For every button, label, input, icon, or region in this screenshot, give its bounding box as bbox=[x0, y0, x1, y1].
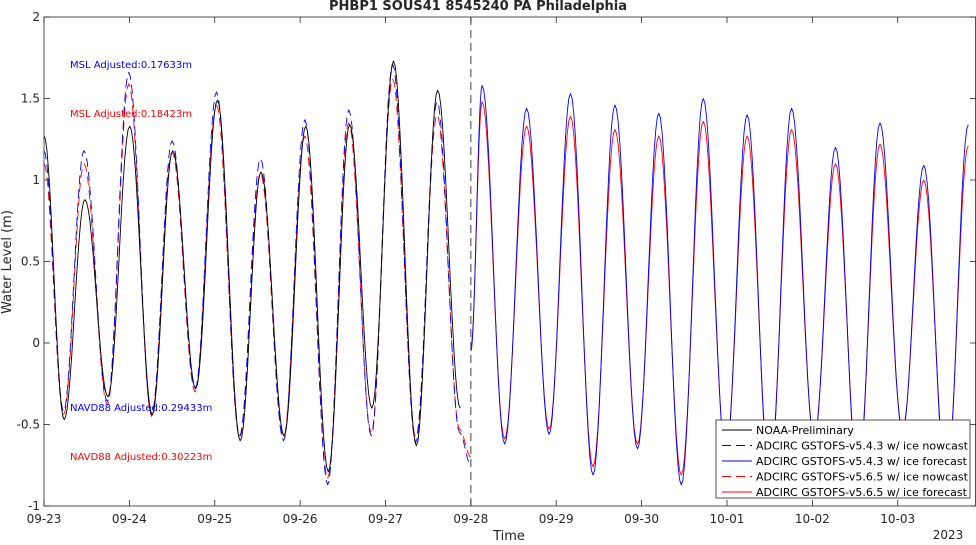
y-tick-label: 2 bbox=[32, 10, 40, 24]
legend: NOAA-Preliminary ADCIRC GSTOFS-v5.4.3 w/ … bbox=[715, 419, 971, 499]
x-year-label: 2023 bbox=[933, 528, 964, 541]
x-tick-label: 09-26 bbox=[283, 512, 318, 526]
legend-entry: ADCIRC GSTOFS-v5.6.5 w/ ice forecast bbox=[756, 486, 968, 499]
x-axis-label: Time bbox=[492, 529, 525, 541]
annotation-label: NAVD88 Adjusted:0.30223m bbox=[70, 452, 212, 463]
y-axis-label: Water Level (m) bbox=[0, 210, 15, 314]
legend-entry: ADCIRC GSTOFS-v5.4.3 w/ ice forecast bbox=[756, 455, 968, 468]
legend-entry: NOAA-Preliminary bbox=[756, 424, 854, 437]
plot-area bbox=[44, 17, 969, 506]
y-tick-label: -0.5 bbox=[17, 418, 40, 432]
series-line-3 bbox=[470, 85, 969, 491]
x-tick-label: 09-24 bbox=[112, 512, 147, 526]
legend-entry: ADCIRC GSTOFS-v5.6.5 w/ ice nowcast bbox=[756, 471, 969, 484]
chart-title: PHBP1 SOUS41 8545240 PA Philadelphia bbox=[329, 0, 627, 14]
y-tick-label: -1 bbox=[28, 499, 40, 513]
y-tick-label: 0.5 bbox=[21, 255, 40, 269]
y-tick-label: 1 bbox=[32, 173, 40, 187]
annotation-label: MSL Adjusted:0.17633m bbox=[70, 60, 192, 71]
series-line-1 bbox=[44, 60, 461, 473]
x-tick-label: 09-30 bbox=[624, 512, 659, 526]
y-tick-label: 0 bbox=[32, 336, 40, 350]
x-tick-label: 10-01 bbox=[710, 512, 745, 526]
annotation-label: NAVD88 Adjusted:0.29433m bbox=[70, 403, 212, 414]
series-line-2 bbox=[44, 63, 472, 486]
x-tick-label: 09-27 bbox=[368, 512, 403, 526]
annotation-label: MSL Adjusted:0.18423m bbox=[70, 109, 192, 120]
y-tick-label: 1.5 bbox=[21, 92, 40, 106]
x-tick-label: 10-03 bbox=[880, 512, 915, 526]
legend-box bbox=[715, 419, 971, 499]
x-tick-label: 09-28 bbox=[453, 512, 488, 526]
x-tick-label: 09-23 bbox=[27, 512, 62, 526]
legend-entry: ADCIRC GSTOFS-v5.4.3 w/ ice nowcast bbox=[756, 440, 969, 453]
x-tick-label: 09-29 bbox=[539, 512, 574, 526]
annotations: MSL Adjusted:0.17633m MSL Adjusted:0.1842… bbox=[70, 60, 212, 463]
x-tick-label: 09-25 bbox=[197, 512, 232, 526]
x-tick-label: 10-02 bbox=[795, 512, 830, 526]
